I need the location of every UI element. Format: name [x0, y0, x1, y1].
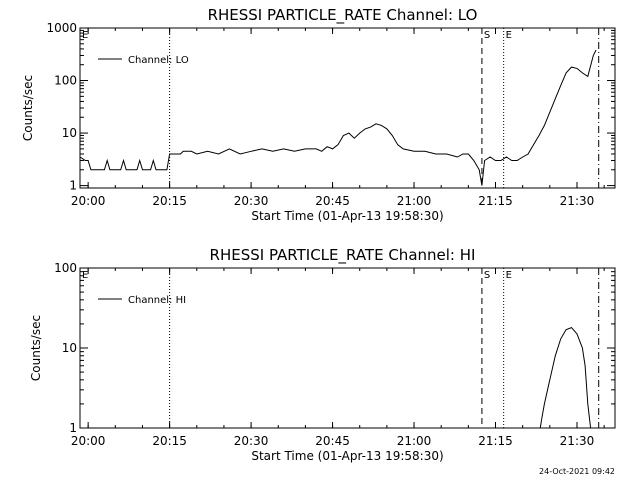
x-tick-label: 20:45 — [315, 434, 350, 448]
x-tick-label: 21:30 — [560, 194, 595, 208]
x-axis-label: Start Time (01-Apr-13 19:58:30) — [251, 209, 443, 223]
y-tick-label: 1 — [69, 421, 77, 435]
x-tick-label: 21:30 — [560, 434, 595, 448]
y-tick-label: 100 — [54, 261, 77, 275]
marker-label: S — [484, 270, 490, 281]
x-tick-label: 20:00 — [71, 434, 106, 448]
y-tick-label: 1 — [69, 179, 77, 193]
x-axis-label: Start Time (01-Apr-13 19:58:30) — [251, 449, 443, 463]
x-tick-label: 20:30 — [234, 194, 269, 208]
x-tick-label: 21:15 — [478, 194, 513, 208]
chart-title: RHESSI PARTICLE_RATE Channel: HI — [210, 246, 476, 265]
marker-label: E — [82, 30, 88, 41]
plot-frame — [79, 267, 616, 429]
timestamp-label: 24-Oct-2021 09:42 — [539, 467, 615, 476]
x-tick-label: 20:15 — [152, 194, 187, 208]
x-tick-label: 21:15 — [478, 434, 513, 448]
series-line — [539, 327, 592, 428]
x-tick-label: 20:00 — [71, 194, 106, 208]
marker-label: E — [506, 30, 512, 41]
marker-label: E — [82, 270, 88, 281]
y-axis-label: Counts/sec — [21, 75, 35, 141]
x-tick-label: 20:45 — [315, 194, 350, 208]
x-tick-label: 20:30 — [234, 434, 269, 448]
y-tick-label: 10 — [62, 341, 77, 355]
marker-label: S — [484, 30, 490, 41]
legend-label: Channel: HI — [128, 295, 186, 306]
y-tick-label: 1000 — [46, 21, 77, 35]
x-tick-label: 21:00 — [397, 434, 432, 448]
y-tick-label: 100 — [54, 74, 77, 88]
y-axis-label: Counts/sec — [29, 315, 43, 381]
legend-label: Channel: LO — [128, 55, 189, 66]
marker-label: E — [506, 270, 512, 281]
chart-panel-1: RHESSI PARTICLE_RATE Channel: HI 20:00 20:… — [29, 246, 616, 463]
x-tick-label: 21:00 — [397, 194, 432, 208]
y-tick-label: 10 — [62, 126, 77, 140]
x-tick-label: 20:15 — [152, 434, 187, 448]
plot-frame — [79, 27, 616, 189]
chart-panel-0: RHESSI PARTICLE_RATE Channel: LO 20:00 20:… — [21, 6, 616, 223]
series-line — [80, 49, 597, 186]
chart-title: RHESSI PARTICLE_RATE Channel: LO — [208, 6, 478, 25]
